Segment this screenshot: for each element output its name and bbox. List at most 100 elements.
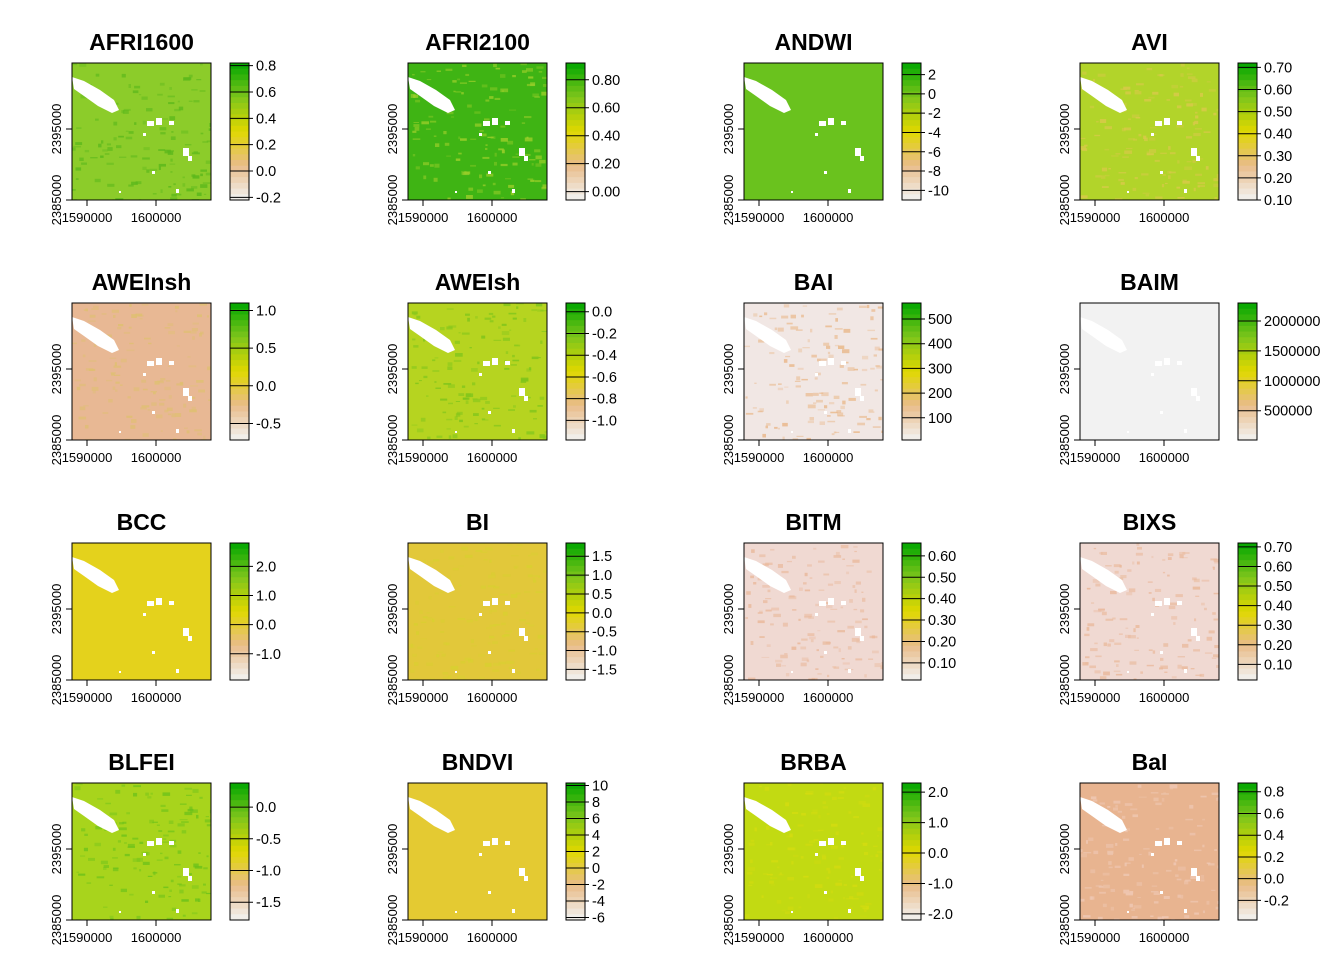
legend-segment (1238, 194, 1257, 201)
legend-segment (230, 411, 249, 418)
legend-tick-label: 0.8 (256, 59, 276, 75)
legend-segment (1238, 645, 1257, 653)
legend-tick-label: 6 (592, 811, 600, 827)
legend-segment (566, 371, 585, 378)
legend-segment (1238, 885, 1257, 893)
y-tick-label: 2395000 (721, 344, 736, 395)
legend-segment (230, 165, 249, 173)
legend-segment (566, 342, 585, 350)
legend-segment (1238, 405, 1257, 413)
legend-tick-label: 1.0 (256, 304, 276, 320)
legend-segment (230, 914, 249, 921)
x-tick-label: 1590000 (398, 450, 449, 465)
legend-segment (566, 63, 585, 70)
legend-segment (1238, 80, 1257, 87)
legend-segment (230, 74, 249, 81)
x-tick-label: 1600000 (131, 690, 182, 705)
legend-segment (1238, 97, 1257, 104)
legend-segment (566, 102, 585, 110)
legend-tick-label: -4 (928, 125, 941, 141)
x-tick-label: 1600000 (1139, 930, 1190, 945)
no-data-patch (183, 388, 189, 396)
legend-segment (902, 102, 921, 110)
panel-bcc: BCC 1590000 1600000 2385000 2395000 2.0 1.0 0.0… (49, 509, 281, 705)
legend-segment (230, 388, 249, 395)
no-data-patch (860, 876, 864, 881)
legend-segment (230, 805, 249, 813)
x-tick-label: 1590000 (1070, 930, 1121, 945)
x-tick-label: 1600000 (803, 930, 854, 945)
no-data-lake (744, 77, 791, 113)
panel-title: BLFEI (108, 749, 174, 775)
no-data-lake (1080, 557, 1127, 593)
legend-segment (566, 434, 585, 441)
legend-segment (1238, 360, 1257, 367)
legend-segment (230, 331, 249, 338)
legend-segment (1238, 617, 1257, 624)
no-data-patch (455, 191, 457, 193)
legend-segment (1238, 125, 1257, 133)
no-data-patch (828, 838, 834, 845)
no-data-patch (1184, 909, 1187, 913)
legend-segment (230, 885, 249, 893)
legend-segment (902, 577, 921, 584)
no-data-patch (188, 156, 192, 161)
legend-segment (1238, 337, 1257, 344)
legend-segment (1238, 171, 1257, 178)
y-tick-label: 2395000 (385, 584, 400, 635)
no-data-patch (1196, 396, 1200, 401)
y-tick-label: 2395000 (49, 104, 64, 155)
no-data-patch (1177, 601, 1182, 605)
legend-tick-label: -1.0 (592, 644, 617, 660)
legend-segment (1238, 74, 1257, 81)
legend-segment (1238, 662, 1257, 670)
panel-title: BCC (117, 509, 167, 535)
x-tick-label: 1590000 (734, 450, 785, 465)
no-data-patch (1191, 148, 1197, 156)
legend-segment (902, 605, 921, 613)
legend-colorbar: 2 0 -2 -4 -6 -8 -10 (901, 62, 949, 201)
no-data-patch (1191, 868, 1197, 876)
legend-segment (1238, 548, 1257, 556)
legend-segment (902, 348, 921, 355)
x-tick-label: 1600000 (1139, 690, 1190, 705)
no-data-patch (512, 909, 515, 913)
no-data-patch (1191, 628, 1197, 636)
no-data-patch (815, 133, 818, 136)
legend-colorbar: 0.8 0.6 0.4 0.2 0.0 -0.2 (1237, 782, 1289, 921)
legend-segment (566, 177, 585, 184)
legend-segment (902, 85, 921, 93)
no-data-patch (156, 118, 162, 125)
legend-segment (1238, 845, 1257, 853)
legend-tick-label: 1000000 (1264, 374, 1320, 390)
legend-segment (230, 845, 249, 853)
no-data-patch (819, 841, 826, 846)
legend-segment (1238, 331, 1257, 338)
legend-segment (230, 342, 249, 350)
raster-image (1080, 63, 1219, 200)
legend-segment (566, 805, 585, 813)
y-tick-label: 2395000 (49, 584, 64, 635)
raster-image (72, 303, 211, 440)
no-data-patch (819, 601, 826, 606)
y-tick-label: 2385000 (721, 655, 736, 706)
no-data-patch (1127, 671, 1129, 673)
legend-colorbar: 0.60 0.50 0.40 0.30 0.20 0.10 (901, 542, 956, 681)
legend-tick-label: 0.60 (928, 549, 956, 565)
legend-segment (566, 365, 585, 373)
legend-segment (902, 320, 921, 327)
y-tick-label: 2385000 (1057, 175, 1072, 226)
legend-tick-label: 10 (592, 778, 608, 794)
legend-tick-label: 2.0 (928, 785, 948, 801)
legend-segment (902, 120, 921, 127)
no-data-patch (1184, 429, 1187, 433)
raster-image (744, 783, 883, 920)
legend-segment (902, 137, 921, 144)
legend-segment (902, 885, 921, 893)
legend-tick-label: 0.30 (1264, 149, 1292, 165)
legend-tick-label: 0.6 (256, 85, 276, 101)
legend-segment (902, 325, 921, 333)
legend-segment (1238, 120, 1257, 127)
legend-segment (566, 662, 585, 670)
legend-segment (230, 857, 249, 864)
